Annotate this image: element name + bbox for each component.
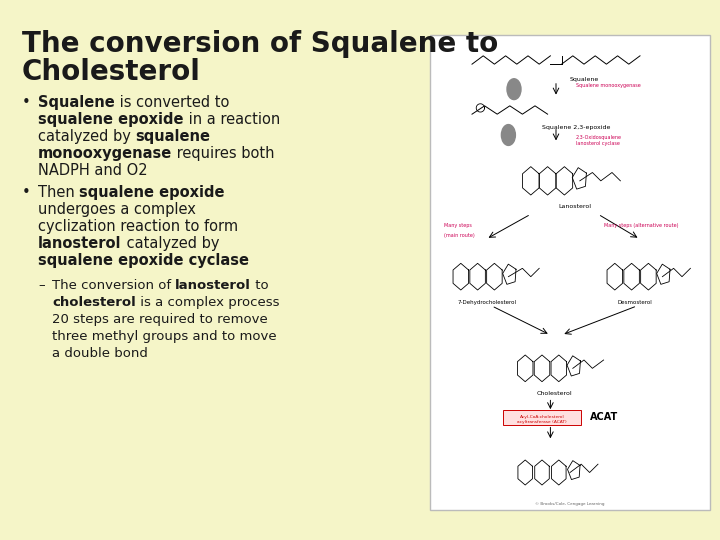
Bar (430, 35, 710, 510)
Text: 20 steps are required to remove: 20 steps are required to remove (52, 313, 268, 326)
Text: monooxygenase: monooxygenase (38, 146, 172, 161)
Text: catalyzed by: catalyzed by (38, 129, 135, 144)
Text: Then: Then (38, 185, 79, 200)
Text: Squalene 2,3-epoxide: Squalene 2,3-epoxide (542, 125, 611, 130)
Text: squalene epoxide: squalene epoxide (38, 112, 184, 127)
Text: squalene: squalene (135, 129, 210, 144)
Text: Squalene: Squalene (38, 95, 114, 110)
Text: The conversion of Squalene to: The conversion of Squalene to (22, 30, 498, 58)
Text: lanosterol: lanosterol (176, 279, 251, 292)
Text: –: – (38, 279, 45, 292)
Circle shape (507, 79, 521, 99)
Text: squalene epoxide: squalene epoxide (79, 185, 225, 200)
Text: Squalene: Squalene (570, 77, 599, 82)
Text: The conversion of: The conversion of (52, 279, 176, 292)
Text: 2,3-Oxidosqualene
lanosterol cyclase: 2,3-Oxidosqualene lanosterol cyclase (575, 135, 621, 146)
Text: Squalene monooxygenase: Squalene monooxygenase (575, 83, 640, 88)
Text: cyclization reaction to form: cyclization reaction to form (38, 219, 238, 234)
Text: to: to (251, 279, 269, 292)
Text: squalene epoxide cyclase: squalene epoxide cyclase (38, 253, 249, 268)
Text: Lanosterol: Lanosterol (559, 204, 592, 209)
Text: requires both: requires both (172, 146, 275, 161)
Text: undergoes a complex: undergoes a complex (38, 202, 196, 217)
Text: a double bond: a double bond (52, 347, 148, 360)
Text: NADPH and O2: NADPH and O2 (38, 163, 148, 178)
Text: Desmosterol: Desmosterol (618, 300, 652, 305)
Bar (503, 410, 581, 424)
Text: Cholesterol: Cholesterol (536, 392, 572, 396)
Text: ACAT: ACAT (590, 413, 618, 422)
Text: Many steps (alternative route): Many steps (alternative route) (603, 222, 678, 228)
Text: catalyzed by: catalyzed by (122, 236, 219, 251)
Text: is converted to: is converted to (114, 95, 229, 110)
Text: is a complex process: is a complex process (136, 295, 279, 308)
Text: (main route): (main route) (444, 233, 474, 238)
Text: lanosterol: lanosterol (38, 236, 122, 251)
Text: © Brooks/Cole, Cengage Learning: © Brooks/Cole, Cengage Learning (535, 502, 605, 505)
Text: •: • (22, 95, 31, 110)
Circle shape (501, 125, 516, 145)
Text: in a reaction: in a reaction (184, 112, 280, 127)
Text: 7-Dehydrocholesterol: 7-Dehydrocholesterol (458, 300, 517, 305)
Text: three methyl groups and to move: three methyl groups and to move (52, 329, 276, 342)
Text: Acyl-CoA:cholesterol
acyltransferase (ACAT): Acyl-CoA:cholesterol acyltransferase (AC… (517, 415, 567, 424)
Text: cholesterol: cholesterol (52, 295, 136, 308)
Text: •: • (22, 185, 31, 200)
Text: Many steps: Many steps (444, 222, 472, 228)
Text: Cholesterol: Cholesterol (22, 58, 201, 86)
